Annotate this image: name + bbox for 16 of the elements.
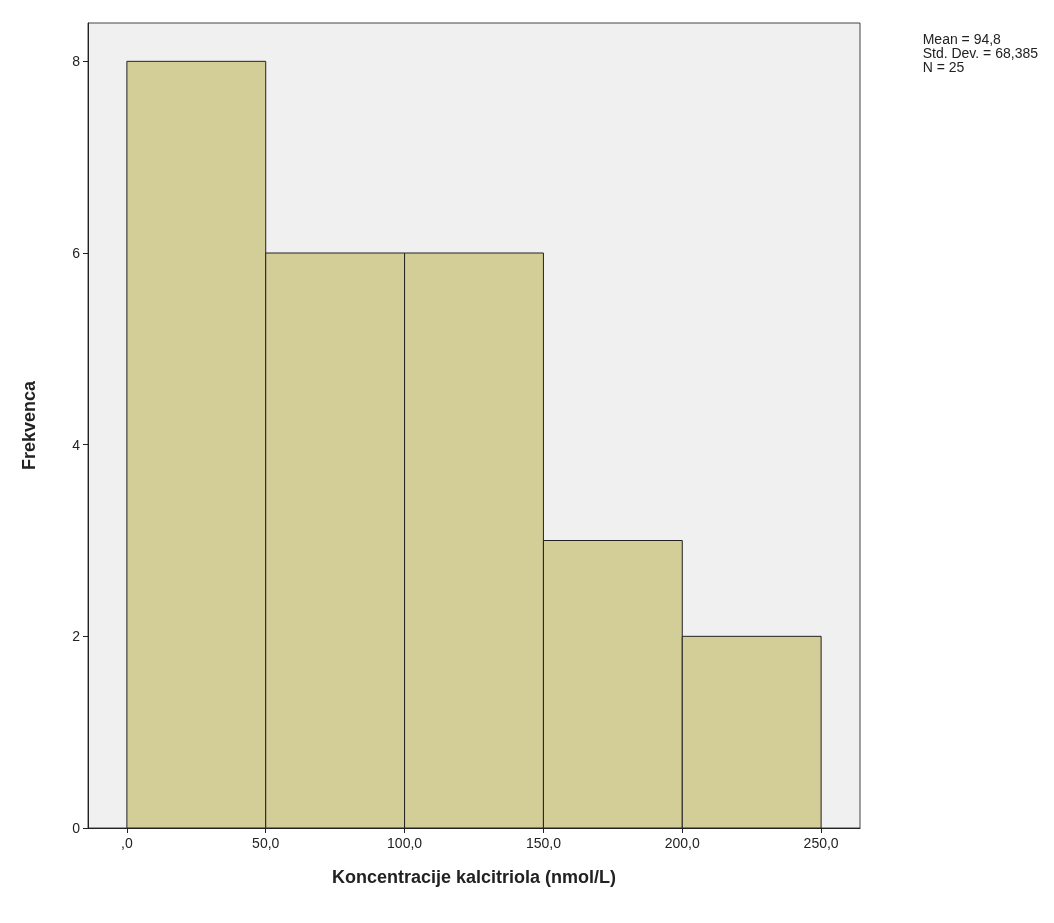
x-tick-label: 150,0 <box>525 835 562 851</box>
y-axis-title: Frekvenca <box>19 379 39 471</box>
x-tick-label: ,0 <box>121 835 133 851</box>
x-tick-label: 250,0 <box>803 835 839 851</box>
x-tick-label: 200,0 <box>664 835 700 851</box>
text: Std. Dev. = 68,385 <box>922 45 1039 61</box>
y-tick-label: 2 <box>72 628 81 645</box>
text: Mean = 94,8 <box>922 31 1002 47</box>
y-tick-label: 0 <box>72 820 81 836</box>
x-tick-label: 50,0 <box>252 835 280 851</box>
x-tick-label: 100,0 <box>387 835 423 851</box>
y-tick-label: 6 <box>72 245 81 261</box>
x-axis-title: Koncentracije kalcitriola (nmol/L) <box>331 867 617 887</box>
text: N = 25 <box>922 59 965 75</box>
y-tick-label: 4 <box>72 436 81 453</box>
y-tick-label: 8 <box>72 53 81 70</box>
